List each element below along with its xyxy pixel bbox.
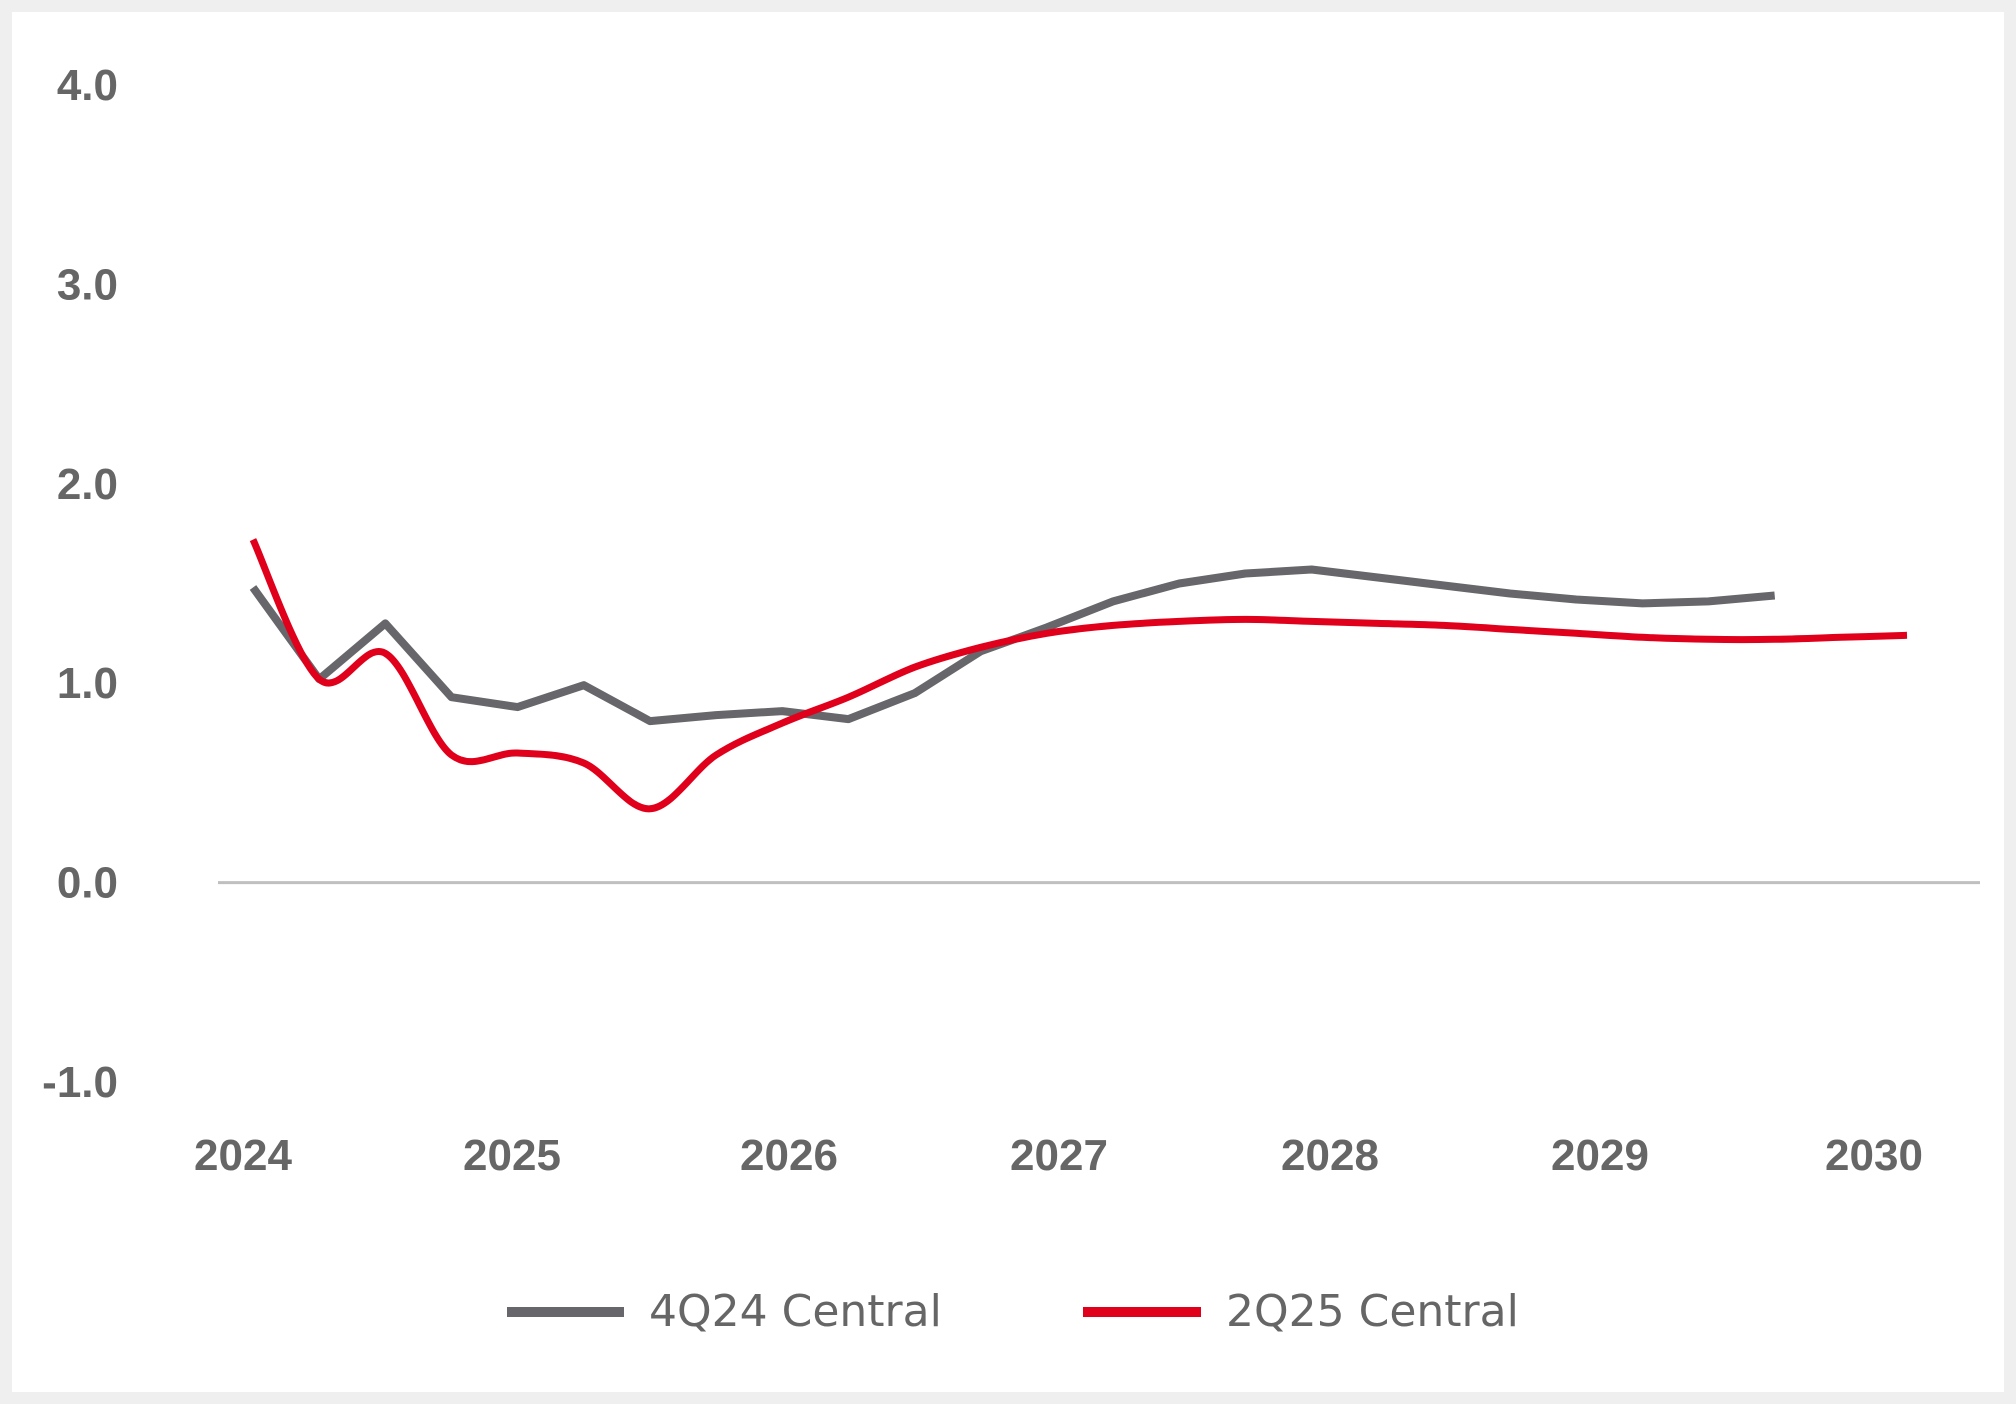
x-tick-label: 2027: [1010, 1131, 1108, 1180]
y-axis-tick-labels: 4.0 3.0 2.0 1.0 0.0 -1.0: [42, 61, 118, 1107]
y-tick-label: 3.0: [57, 260, 118, 309]
x-axis-tick-labels: 2024 2025 2026 2027 2028 2029 2030: [194, 1131, 1923, 1180]
y-tick-label: 1.0: [57, 659, 118, 708]
y-tick-label: 4.0: [57, 61, 118, 110]
x-tick-label: 2026: [740, 1131, 838, 1180]
legend-label: 2Q25 Central: [1226, 1286, 1519, 1337]
x-tick-label: 2024: [194, 1131, 292, 1180]
series-line-2: [249, 538, 1908, 813]
y-tick-label: 2.0: [57, 460, 118, 509]
y-tick-label: -1.0: [42, 1058, 118, 1107]
chart-frame: [12, 12, 2004, 1392]
y-tick-label: 0.0: [57, 859, 118, 908]
legend-label: 4Q24 Central: [649, 1286, 942, 1337]
x-tick-label: 2030: [1825, 1131, 1923, 1180]
x-tick-label: 2025: [463, 1131, 561, 1180]
series-lines: [249, 538, 1908, 813]
legend: 4Q24 Central 2Q25 Central: [507, 1286, 1519, 1337]
x-tick-label: 2029: [1551, 1131, 1649, 1180]
x-tick-label: 2028: [1281, 1131, 1379, 1180]
series-line-1: [249, 565, 1776, 726]
